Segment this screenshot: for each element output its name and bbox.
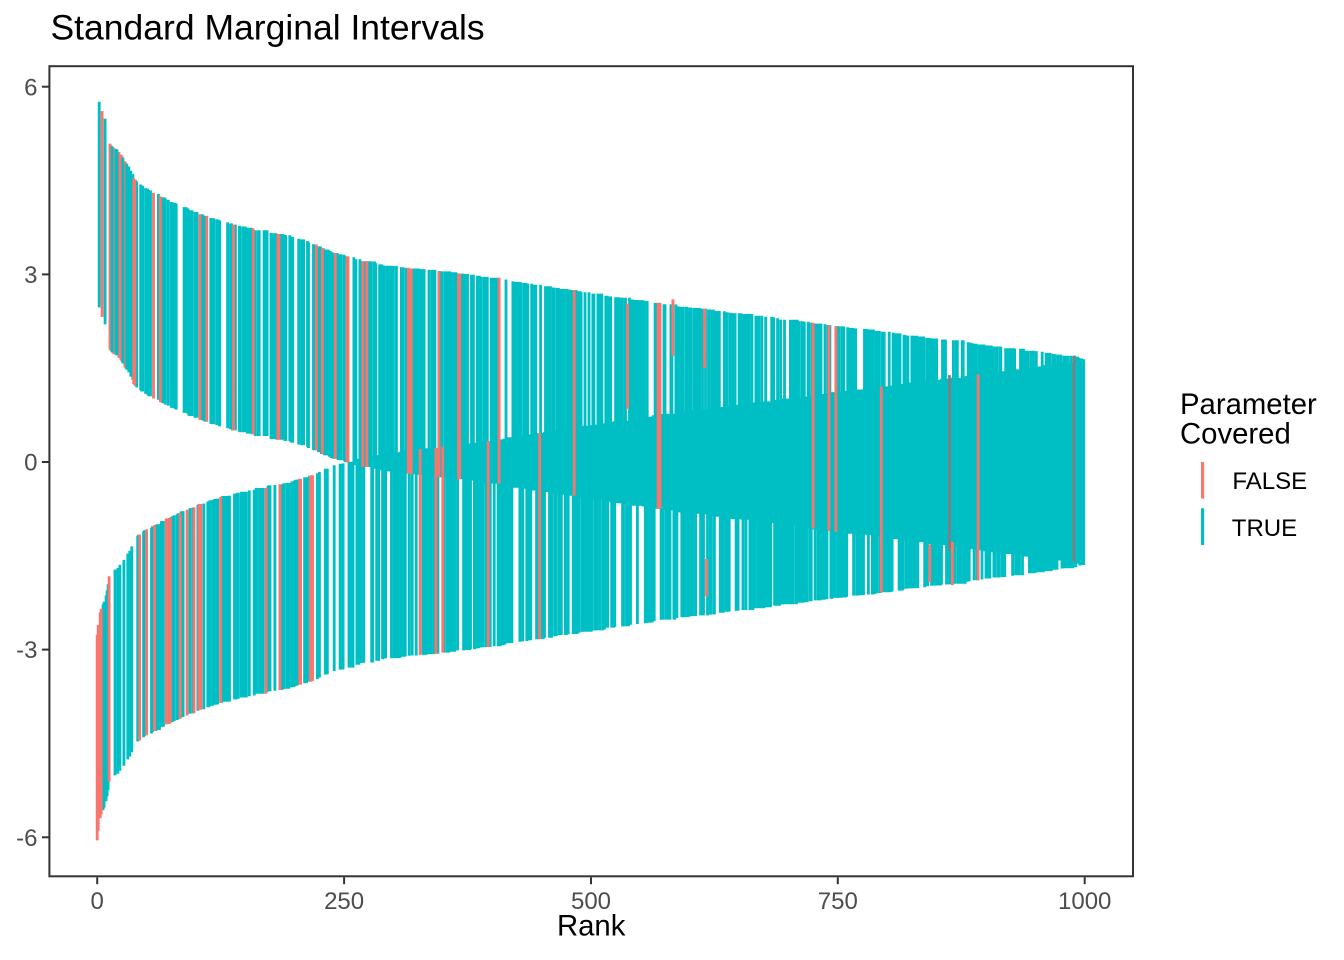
svg-text:6: 6 bbox=[24, 74, 37, 101]
svg-text:0: 0 bbox=[24, 450, 37, 477]
svg-text:Rank: Rank bbox=[557, 909, 626, 942]
svg-text:Covered: Covered bbox=[1180, 418, 1291, 451]
svg-text:-6: -6 bbox=[16, 825, 37, 852]
svg-text:1000: 1000 bbox=[1058, 888, 1111, 915]
svg-text:250: 250 bbox=[324, 888, 364, 915]
svg-text:3: 3 bbox=[24, 262, 37, 289]
svg-text:Parameter: Parameter bbox=[1180, 388, 1317, 421]
svg-text:FALSE: FALSE bbox=[1232, 468, 1307, 495]
svg-text:750: 750 bbox=[818, 888, 858, 915]
svg-text:Standard Marginal Intervals: Standard Marginal Intervals bbox=[51, 8, 485, 48]
svg-text:0: 0 bbox=[91, 888, 104, 915]
svg-text:TRUE: TRUE bbox=[1232, 515, 1297, 542]
svg-text:-3: -3 bbox=[16, 637, 37, 664]
svg-text:500: 500 bbox=[571, 888, 611, 915]
